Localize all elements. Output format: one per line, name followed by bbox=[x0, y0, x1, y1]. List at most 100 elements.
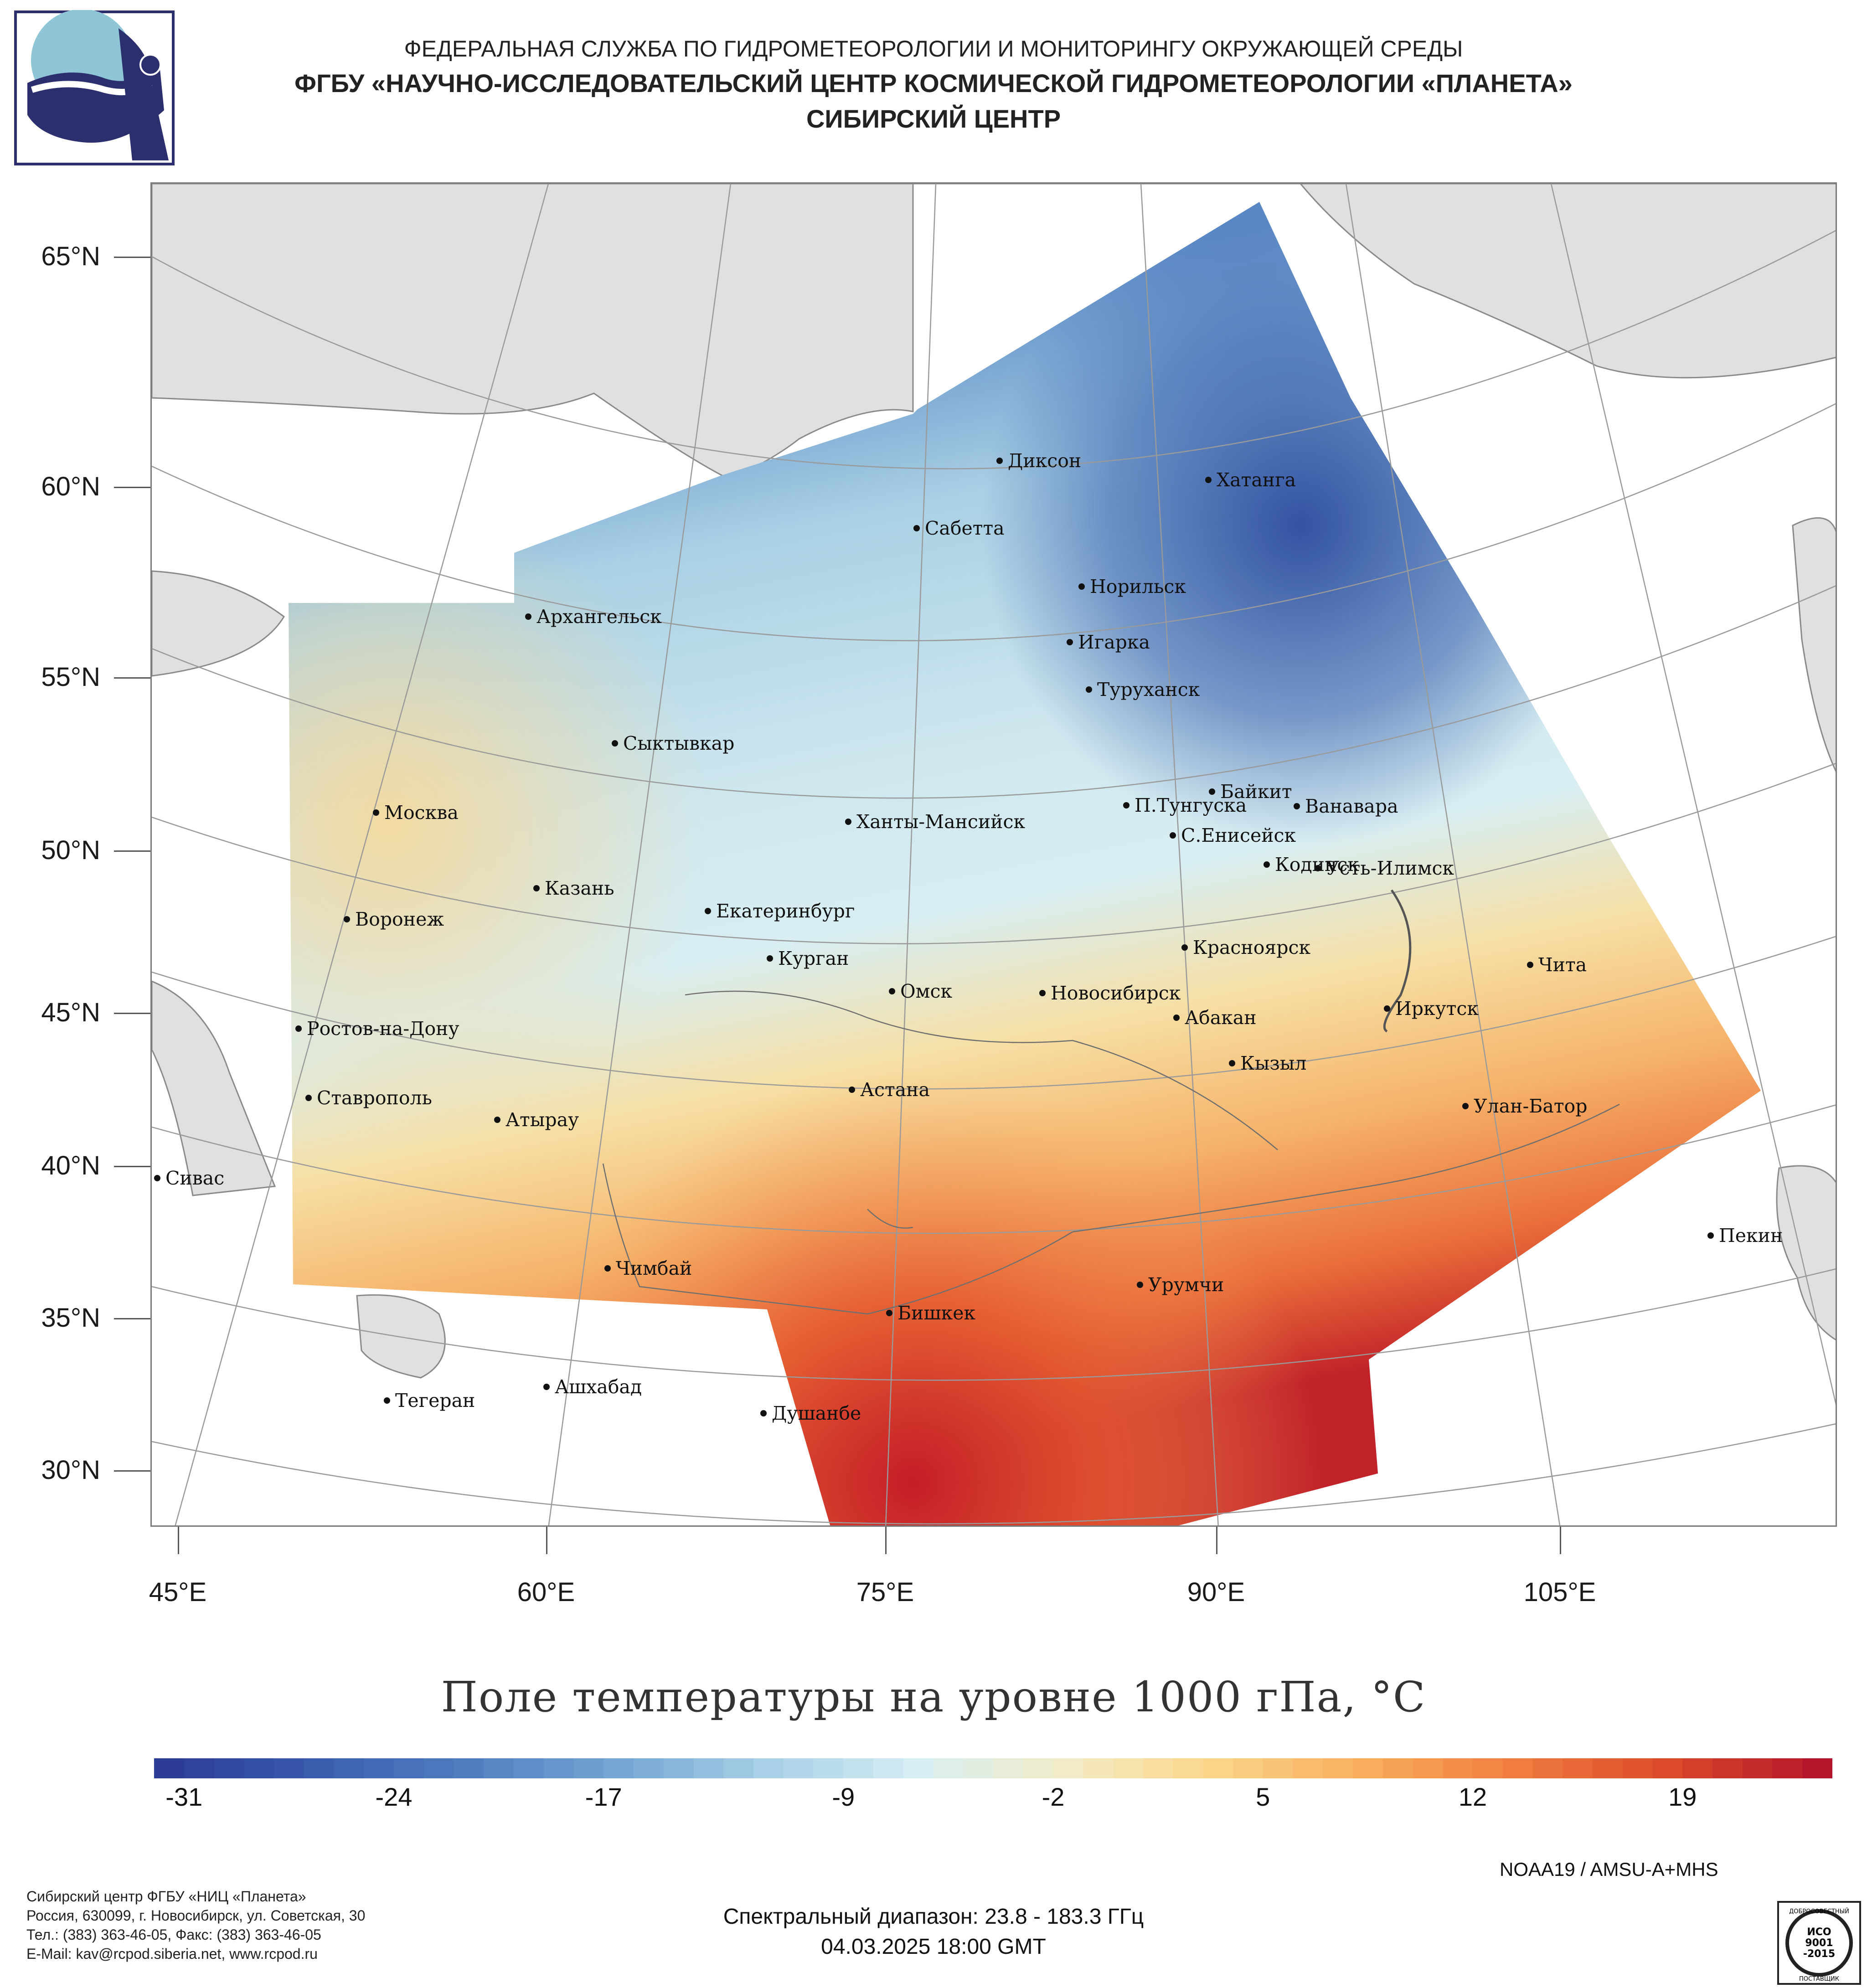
city-label: Москва bbox=[384, 802, 459, 824]
city-dot bbox=[705, 908, 711, 914]
latitude-label: 35°N bbox=[41, 1303, 100, 1333]
city-marker: Ашхабад bbox=[543, 1376, 642, 1398]
longitude-label: 60°E bbox=[517, 1577, 575, 1607]
colorbar-segment bbox=[603, 1758, 634, 1778]
city-label: Усть-Илимск bbox=[1326, 857, 1454, 879]
city-dot bbox=[767, 955, 773, 962]
footer-line: E-Mail: kav@rcpod.siberia.net, www.rcpod… bbox=[26, 1946, 318, 1962]
city-label: Абакан bbox=[1185, 1007, 1257, 1029]
colorbar-segment bbox=[1563, 1758, 1593, 1778]
colorbar-segment bbox=[573, 1758, 604, 1778]
city-marker: Душанбе bbox=[760, 1402, 861, 1424]
city-label: Иркутск bbox=[1395, 998, 1479, 1020]
city-label: Душанбе bbox=[772, 1402, 861, 1424]
iso-badge-top: ДОБРОСОВЕСТНЫЙ bbox=[1789, 1908, 1849, 1915]
city-dot bbox=[913, 525, 920, 531]
colorbar-segment bbox=[1233, 1758, 1264, 1778]
longitude-tick bbox=[178, 1527, 179, 1554]
colorbar-segment bbox=[1502, 1758, 1533, 1778]
colorbar-segment bbox=[184, 1758, 215, 1778]
longitude-label: 45°E bbox=[149, 1577, 207, 1607]
colorbar-segment bbox=[1263, 1758, 1294, 1778]
city-label: Курган bbox=[778, 948, 849, 969]
colorbar bbox=[154, 1758, 1832, 1778]
city-marker: Сыктывкар bbox=[612, 732, 734, 754]
colorbar-segment bbox=[1593, 1758, 1623, 1778]
city-dot bbox=[533, 885, 540, 891]
city-dot bbox=[1527, 962, 1533, 968]
city-label: Чита bbox=[1538, 954, 1587, 976]
city-marker: Тегеран bbox=[384, 1390, 475, 1411]
footer-line: Тел.: (383) 363-46-05, Факс: (383) 363-4… bbox=[26, 1926, 321, 1943]
colorbar-segment bbox=[1323, 1758, 1353, 1778]
city-label: Пекин bbox=[1719, 1225, 1783, 1246]
city-label: Ашхабад bbox=[555, 1376, 642, 1398]
city-dot bbox=[154, 1175, 160, 1181]
city-marker: Улан-Батор bbox=[1462, 1095, 1587, 1117]
city-marker: Ростов-на-Дону bbox=[295, 1018, 459, 1040]
colorbar-label: 12 bbox=[1458, 1782, 1487, 1811]
city-dot bbox=[344, 916, 350, 922]
city-markers: Диксон Хатанга Сабетта Норильск Архангельск И… bbox=[154, 450, 1783, 1424]
colorbar-segment bbox=[364, 1758, 394, 1778]
city-dot bbox=[845, 819, 851, 825]
colorbar-segment bbox=[693, 1758, 724, 1778]
city-dot bbox=[1039, 990, 1046, 996]
colorbar-segment bbox=[753, 1758, 784, 1778]
city-label: Туруханск bbox=[1097, 679, 1200, 700]
city-marker: Пекин bbox=[1707, 1225, 1783, 1246]
city-dot bbox=[373, 809, 379, 816]
graticule bbox=[152, 184, 1836, 1525]
city-dot bbox=[384, 1397, 390, 1404]
colorbar-segment bbox=[1652, 1758, 1683, 1778]
longitude-tick bbox=[546, 1527, 547, 1554]
city-marker: Екатеринбург bbox=[705, 900, 855, 922]
city-marker: Усть-Илимск bbox=[1315, 857, 1454, 879]
longitude-tick bbox=[885, 1527, 887, 1554]
latitude-label: 55°N bbox=[41, 662, 100, 692]
colorbar-label: -31 bbox=[165, 1782, 203, 1811]
city-dot bbox=[543, 1384, 550, 1390]
colorbar-segment bbox=[783, 1758, 814, 1778]
city-dot bbox=[1170, 832, 1176, 839]
colorbar-segment bbox=[873, 1758, 904, 1778]
city-label: Урумчи bbox=[1148, 1274, 1224, 1296]
city-marker: Сабетта bbox=[913, 517, 1005, 539]
city-label: Кызыл bbox=[1240, 1052, 1306, 1074]
colorbar-segment bbox=[1473, 1758, 1503, 1778]
city-label: Норильск bbox=[1090, 576, 1186, 597]
city-marker: Чита bbox=[1527, 954, 1587, 976]
colorbar-segment bbox=[1413, 1758, 1444, 1778]
iso-badge-line2: 9001 bbox=[1805, 1937, 1833, 1949]
colorbar-segment bbox=[1113, 1758, 1144, 1778]
city-dot bbox=[996, 458, 1003, 464]
city-label: Диксон bbox=[1008, 450, 1081, 472]
city-dot bbox=[1137, 1282, 1143, 1288]
latitude-tick bbox=[114, 487, 150, 488]
city-dot bbox=[1384, 1005, 1390, 1012]
city-marker: Чимбай bbox=[604, 1257, 692, 1279]
colorbar-segment bbox=[214, 1758, 245, 1778]
colorbar-segment bbox=[933, 1758, 964, 1778]
city-label: Казань bbox=[545, 877, 614, 899]
city-dot bbox=[889, 988, 895, 994]
colorbar-segment bbox=[1742, 1758, 1773, 1778]
colorbar-segment bbox=[1353, 1758, 1383, 1778]
colorbar-segment bbox=[634, 1758, 664, 1778]
colorbar-segment bbox=[1143, 1758, 1174, 1778]
city-dot bbox=[1209, 788, 1215, 795]
city-label: Архангельск bbox=[536, 606, 662, 628]
city-dot bbox=[525, 613, 531, 620]
latitude-tick bbox=[114, 850, 150, 852]
city-dot bbox=[1707, 1232, 1714, 1239]
iso-badge-bottom: ПОСТАВЩИК bbox=[1799, 1976, 1839, 1983]
city-label: П.Тунгуска bbox=[1135, 794, 1247, 816]
city-dot bbox=[1205, 477, 1212, 483]
spectral-range: Спектральный диапазон: 23.8 - 183.3 ГГц bbox=[723, 1905, 1144, 1929]
city-marker: Иркутск bbox=[1384, 998, 1479, 1020]
longitude-label: 105°E bbox=[1523, 1577, 1596, 1607]
city-marker: Красноярск bbox=[1181, 937, 1310, 958]
colorbar-label: -24 bbox=[375, 1782, 413, 1811]
iso-badge-icon: ДОБРОСОВЕСТНЫЙ ИСО 9001 -2015 ПОСТАВЩИК bbox=[1777, 1901, 1861, 1985]
colorbar-segment bbox=[454, 1758, 485, 1778]
